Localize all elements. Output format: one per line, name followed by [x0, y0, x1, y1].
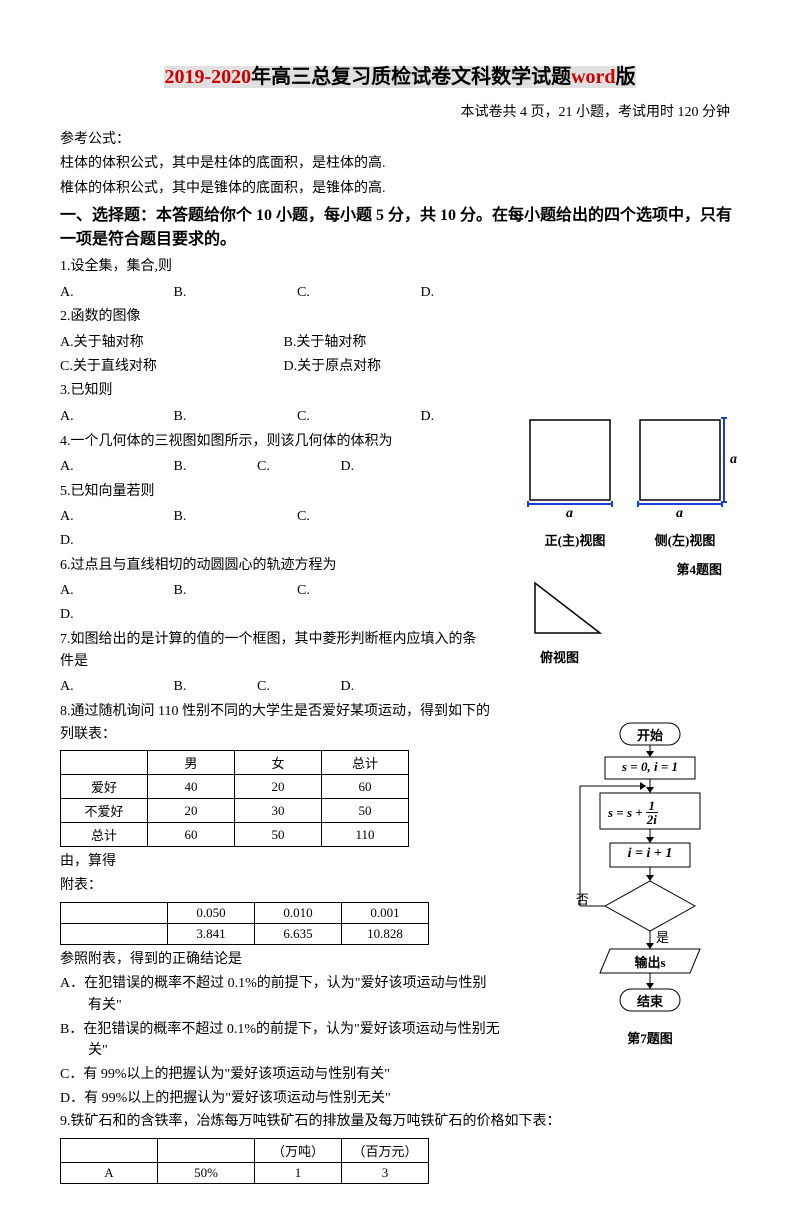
title-fmt: word [571, 66, 615, 88]
q6: 6.过点且与直线相切的动圆圆心的轨迹方程为 [60, 555, 490, 577]
opt-c: C. [297, 281, 417, 305]
dim-a: a [566, 506, 573, 521]
table-row: 3.8416.63510.828 [61, 923, 429, 944]
opt-d: D. [60, 529, 140, 553]
calc: 由，算得 [60, 851, 500, 873]
flow-no: 否 [576, 889, 589, 908]
page: 2019-2020年高三总复习质检试卷文科数学试题word版 本试卷共 4 页，… [0, 0, 800, 1208]
title-mid: 年高三总复习质检试卷文科数学试题 [251, 66, 571, 88]
flow-start: 开始 [560, 725, 740, 744]
opt-c: C. [297, 405, 417, 429]
appendix: 附表： [60, 875, 500, 897]
top-view-svg [530, 578, 630, 648]
table-row: （万吨）（百万元） [61, 1138, 429, 1162]
table-row: 不爱好203050 [61, 799, 409, 823]
table-row: 爱好402060 [61, 775, 409, 799]
q2-options-row1: A.关于轴对称 B.关于轴对称 [60, 331, 740, 355]
q5: 5.已知向量若则 [60, 481, 490, 503]
q2b: B.关于轴对称 [284, 331, 367, 355]
questions-block: 1.设全集，集合,则 A. B. C. D. 2.函数的图像 A.关于轴对称 B… [60, 256, 740, 428]
q7-options: A. B. C. D. [60, 675, 490, 699]
table-appendix: 0.0500.0100.001 3.8416.63510.828 [60, 902, 429, 945]
flow-step2: i = i + 1 [560, 846, 740, 862]
table-row: 0.0500.0100.001 [61, 902, 429, 923]
q8: 8.通过随机询问 110 性别不同的大学生是否爱好某项运动，得到如下的列联表： [60, 701, 500, 746]
dim-a2: a [730, 452, 737, 467]
q6-options: A. B. C. D. [60, 579, 490, 627]
table-row: A50%13 [61, 1162, 429, 1183]
opt-a: A. [60, 579, 170, 603]
q2d: D.关于原点对称 [284, 355, 382, 379]
main-title: 2019-2020年高三总复习质检试卷文科数学试题word版 [60, 60, 740, 89]
q3: 3.已知则 [60, 380, 740, 402]
opt-a: A. [60, 455, 170, 479]
opt-b: B. [174, 455, 254, 479]
q4-options: A. B. C. D. [60, 455, 490, 479]
flow-output: 输出s [560, 952, 740, 971]
ref2: 椎体的体积公式，其中是锥体的底面积，是锥体的高. [60, 178, 740, 200]
opt-a: A. [60, 281, 170, 305]
q9: 9.铁矿石和的含铁率，冶炼每万吨铁矿石的排放量及每万吨铁矿石的价格如下表： [60, 1111, 740, 1133]
q1-options: A. B. C. D. [60, 281, 740, 305]
top-view-label: 俯视图 [520, 647, 750, 666]
flow-step1: s = s + 1 2i [608, 799, 659, 826]
q2c: C.关于直线对称 [60, 355, 280, 379]
opt-b: B. [174, 579, 294, 603]
table-row: 总计6050110 [61, 823, 409, 847]
subtitle: 本试卷共 4 页，21 小题，考试用时 120 分钟 [60, 101, 740, 121]
opt-d: D. [421, 405, 501, 429]
table-row: 男女总计 [61, 751, 409, 775]
conclusion-c: C．有 99%以上的把握认为"爱好该项运动与性别有关" [60, 1064, 500, 1086]
conclusion-a: A．在犯错误的概率不超过 0.1%的前提下，认为"爱好该项运动与性别有关" [60, 973, 500, 1016]
ref-label: 参考公式： [60, 129, 740, 151]
opt-d: D. [341, 675, 355, 699]
section1-head: 一、选择题：本答题给你个 10 小题，每小题 5 分，共 10 分。在每小题给出… [60, 204, 740, 252]
flow-end: 结束 [560, 991, 740, 1010]
q2-options-row2: C.关于直线对称 D.关于原点对称 [60, 355, 740, 379]
title-tail: 版 [616, 66, 636, 88]
opt-c: C. [297, 579, 417, 603]
opt-b: B. [174, 405, 294, 429]
opt-d: D. [421, 281, 501, 305]
q5-options: A. B. C. D. [60, 505, 490, 553]
dim-a3: a [676, 506, 683, 521]
flow-init: s = 0, i = 1 [560, 759, 740, 775]
q2a: A.关于轴对称 [60, 331, 280, 355]
side-view-label: 侧(左)视图 [630, 530, 740, 549]
conclusion-intro: 参照附表，得到的正确结论是 [60, 949, 500, 971]
opt-b: B. [174, 675, 254, 699]
opt-a: A. [60, 505, 170, 529]
conclusion-d: D．有 99%以上的把握认为"爱好该项运动与性别无关" [60, 1088, 500, 1110]
front-view-label: 正(主)视图 [520, 530, 630, 549]
q7: 7.如图给出的是计算的值的一个框图，其中菱形判断框内应填入的条件是 [60, 629, 490, 674]
opt-c: C. [297, 505, 417, 529]
figure-4: a a a 正(主)视图 侧(左)视图 第4题图 俯视图 [520, 415, 750, 666]
figure-7: 开始 s = 0, i = 1 s = s + 1 2i i = i + 1 否… [560, 721, 740, 1047]
opt-b: B. [174, 281, 294, 305]
table-q8: 男女总计 爱好402060 不爱好203050 总计6050110 [60, 750, 409, 847]
opt-a: A. [60, 405, 170, 429]
conclusion-b: B．在犯错误的概率不超过 0.1%的前提下，认为"爱好该项运动与性别无关" [60, 1019, 500, 1062]
title-year: 2019-2020 [164, 66, 251, 88]
flow-yes: 是 [656, 927, 669, 946]
table-q9: （万吨）（百万元） A50%13 [60, 1138, 429, 1184]
opt-c: C. [257, 455, 337, 479]
opt-d: D. [60, 603, 140, 627]
q2: 2.函数的图像 [60, 306, 740, 328]
opt-c: C. [257, 675, 337, 699]
opt-b: B. [174, 505, 294, 529]
ref1: 柱体的体积公式，其中是柱体的底面积，是柱体的高. [60, 153, 740, 175]
opt-a: A. [60, 675, 170, 699]
opt-d: D. [341, 455, 355, 479]
q4: 4.一个几何体的三视图如图所示，则该几何体的体积为 [60, 431, 490, 453]
q1: 1.设全集，集合,则 [60, 256, 740, 278]
